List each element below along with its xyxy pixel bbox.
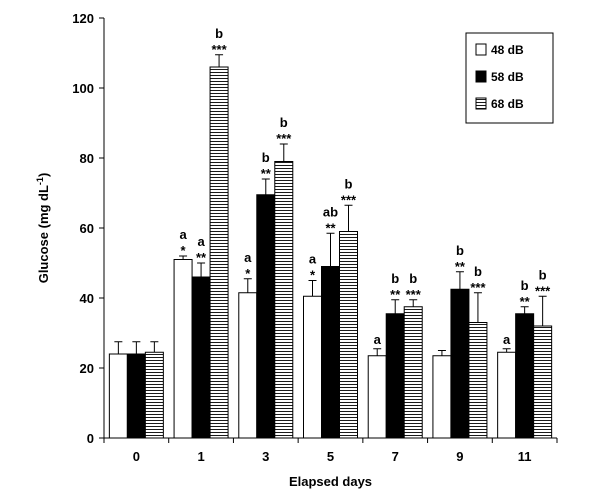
x-tick-label: 5 (327, 449, 334, 464)
bar-58db-day-7 (385, 313, 405, 439)
significance-stars: ** (520, 294, 531, 309)
bar-48db-day-7 (367, 355, 387, 439)
significance-letter: a (309, 252, 317, 267)
legend-swatch (475, 70, 487, 83)
significance-stars: *** (470, 280, 486, 295)
legend-label: 68 dB (491, 97, 524, 111)
significance-letter: a (244, 250, 252, 265)
bar-48db-day-3 (238, 292, 258, 439)
significance-stars: *** (211, 42, 227, 57)
significance-letter: a (179, 227, 187, 242)
bar-68db-day-1 (209, 66, 229, 439)
significance-letter: a (197, 234, 205, 249)
y-tick-label: 60 (80, 221, 94, 236)
y-axis: 0 20 40 60 80 100 120 (72, 11, 105, 446)
y-tick-label: 20 (80, 361, 94, 376)
significance-letter: b (391, 271, 399, 286)
x-tick-label: 7 (392, 449, 399, 464)
significance-stars: * (310, 268, 316, 283)
significance-letter: a (374, 332, 382, 347)
x-tick-label: 3 (262, 449, 269, 464)
bar-58db-day-5 (321, 266, 340, 439)
bar-58db-day-0 (126, 353, 146, 439)
significance-stars: ** (261, 166, 272, 181)
bars-layer (108, 54, 553, 439)
significance-letter: b (345, 176, 353, 191)
y-tick-label: 0 (87, 431, 94, 446)
legend-swatch (475, 43, 487, 56)
bar-48db-day-9 (432, 355, 452, 439)
significance-stars: *** (276, 131, 292, 146)
legend-label: 58 dB (491, 70, 524, 84)
significance-stars: ** (325, 220, 336, 235)
y-tick-label: 80 (80, 151, 94, 166)
x-tick-label: 11 (518, 449, 532, 464)
x-tick-label: 1 (197, 449, 204, 464)
y-tick-label: 100 (72, 81, 94, 96)
x-ticks: 0 1 3 5 7 9 11 (103, 438, 558, 464)
bar-58db-day-11 (515, 313, 535, 439)
bar-48db-day-1 (173, 259, 193, 439)
significance-letter: b (474, 264, 482, 279)
x-tick-label: 9 (456, 449, 463, 464)
significance-stars: *** (341, 192, 357, 207)
significance-letter: b (539, 267, 547, 282)
bar-58db-day-1 (191, 276, 211, 439)
bar-68db-day-7 (403, 306, 423, 439)
annotations-layer: *a**a***b*a**b***b*a**ab***ba**b***b**b*… (179, 26, 551, 347)
y-axis-title-close: ) (36, 173, 51, 177)
bar-58db-day-3 (256, 194, 276, 439)
y-tick-label: 40 (80, 291, 94, 306)
significance-letter: b (262, 150, 270, 165)
significance-letter: b (215, 26, 223, 41)
significance-stars: * (181, 243, 187, 258)
significance-stars: ** (196, 250, 207, 265)
bar-68db-day-3 (274, 161, 294, 439)
legend-label: 48 dB (491, 43, 524, 57)
y-ticks: 0 20 40 60 80 100 120 (72, 11, 104, 446)
bar-58db-day-9 (450, 288, 470, 439)
y-axis-title-main: Glucose (mg dL (36, 185, 51, 283)
bar-68db-day-0 (144, 351, 164, 439)
x-tick-label: 0 (133, 449, 140, 464)
significance-letter: ab (323, 204, 338, 219)
legend: 48 dB 58 dB 68 dB (465, 32, 554, 124)
significance-stars: * (245, 266, 251, 281)
x-axis-title: Elapsed days (289, 474, 372, 489)
bar-68db-day-5 (339, 231, 358, 439)
bar-68db-day-9 (468, 322, 488, 439)
significance-letter: a (503, 332, 511, 347)
x-axis: 0 1 3 5 7 9 11 (103, 437, 558, 464)
bar-68db-day-11 (533, 325, 553, 439)
y-axis-title-superscript: -1 (35, 177, 45, 185)
significance-stars: *** (406, 287, 422, 302)
bar-48db-day-0 (108, 353, 128, 439)
significance-letter: b (456, 243, 464, 258)
significance-stars: ** (390, 287, 401, 302)
significance-letter: b (280, 115, 288, 130)
bar-48db-day-5 (303, 295, 322, 439)
significance-letter: b (409, 271, 417, 286)
significance-stars: *** (535, 283, 551, 298)
y-tick-label: 120 (72, 11, 94, 26)
y-axis-title: Glucose (mg dL-1) (35, 173, 51, 284)
bar-48db-day-11 (497, 351, 517, 439)
significance-letter: b (521, 278, 529, 293)
significance-stars: ** (455, 259, 466, 274)
legend-swatch (475, 97, 487, 110)
